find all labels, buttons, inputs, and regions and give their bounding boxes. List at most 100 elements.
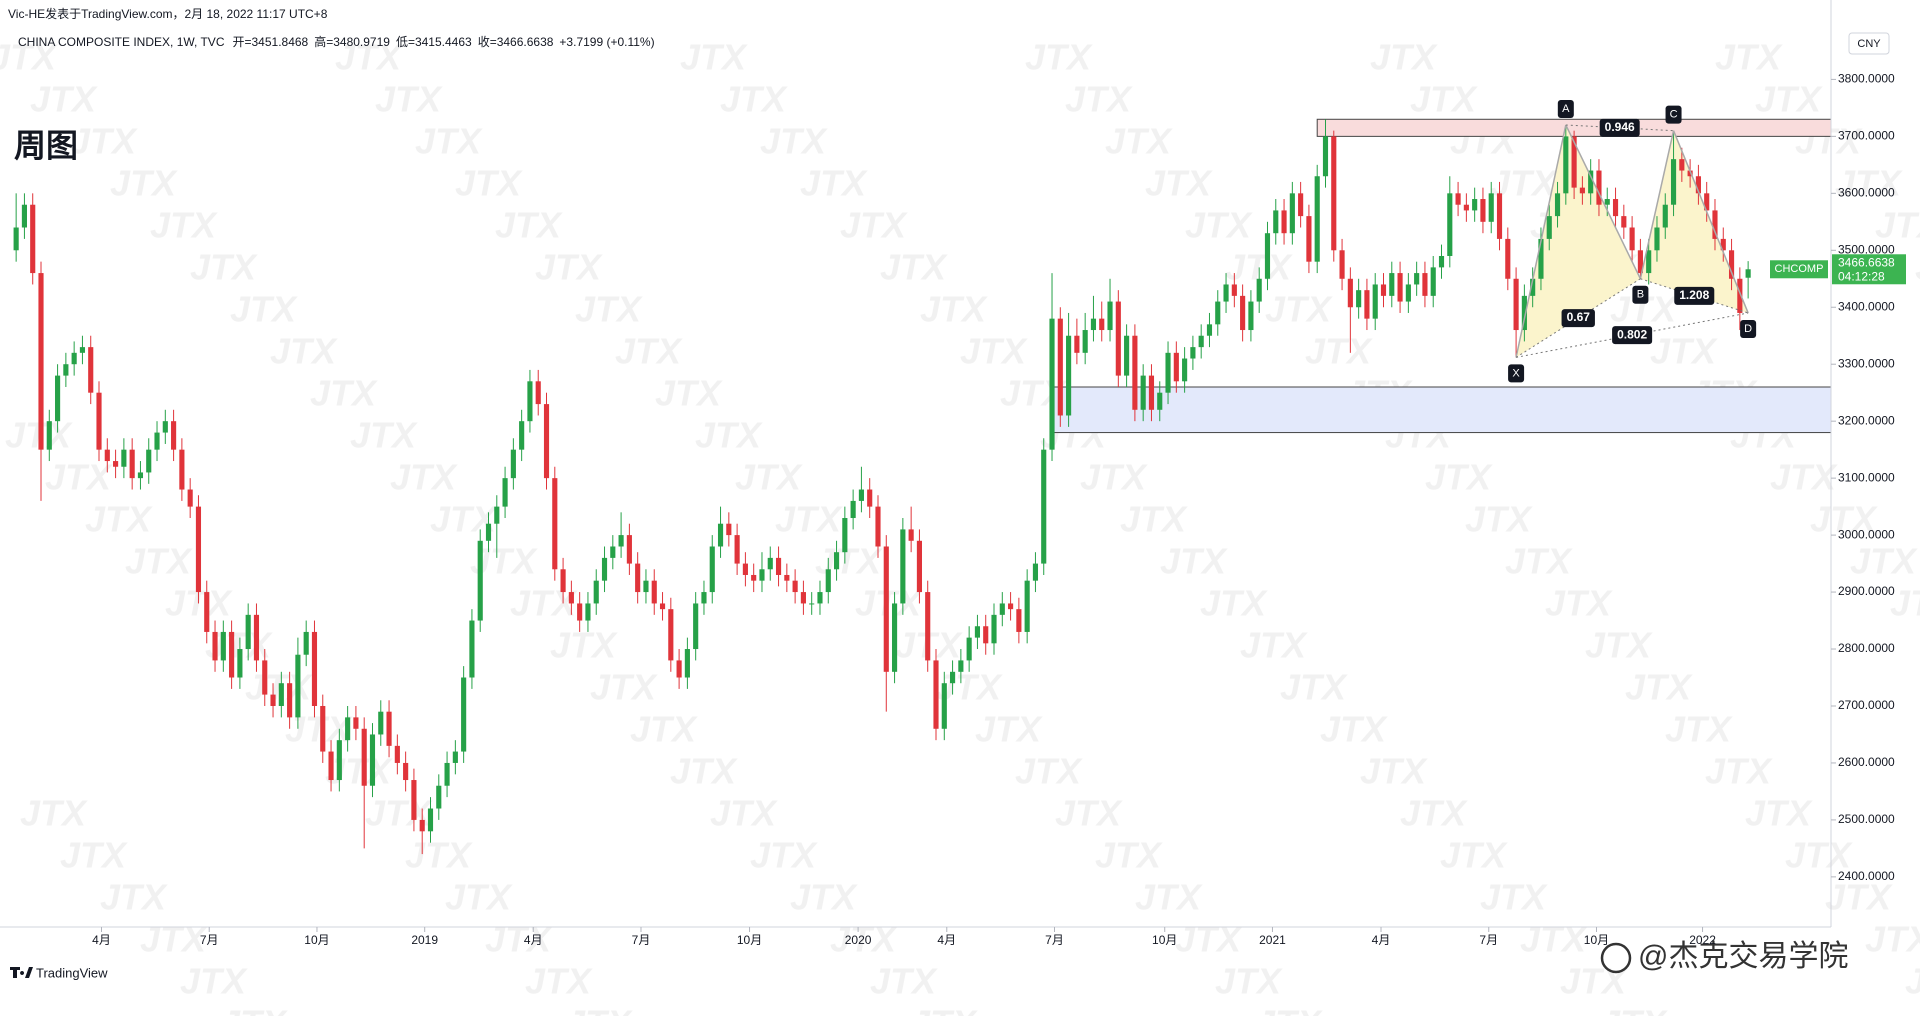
watermark: JTX bbox=[30, 79, 98, 120]
watermark: JTX bbox=[1425, 457, 1493, 498]
candle-body bbox=[1596, 170, 1602, 205]
watermark: JTX bbox=[390, 457, 458, 498]
watermark: JTX bbox=[1875, 205, 1920, 246]
y-tick-label: 3300.0000 bbox=[1838, 356, 1895, 370]
candle-body bbox=[494, 506, 500, 524]
candle-body bbox=[560, 569, 566, 593]
candle-body bbox=[842, 518, 848, 553]
candle-body bbox=[1322, 136, 1329, 177]
pattern-leg bbox=[1565, 124, 1642, 280]
candle-body bbox=[104, 449, 110, 462]
watermark: JTX bbox=[1280, 667, 1348, 708]
watermark: JTX bbox=[1865, 919, 1920, 960]
candle-body bbox=[1488, 193, 1494, 222]
candle-body bbox=[601, 557, 608, 581]
candle-body bbox=[1124, 335, 1130, 376]
credit-text: @杰克交易学院 bbox=[1638, 940, 1848, 973]
ratio-text: 0.946 bbox=[1605, 120, 1635, 134]
y-tick-label: 3700.0000 bbox=[1838, 129, 1895, 143]
candle-body bbox=[245, 614, 251, 650]
y-tick-label: 2700.0000 bbox=[1838, 698, 1895, 712]
candle-body bbox=[1057, 318, 1063, 416]
watermark: JTX bbox=[1370, 37, 1438, 78]
watermark: JTX bbox=[1135, 877, 1203, 918]
symbol-label: CHCOMP bbox=[1775, 263, 1824, 275]
candle-body bbox=[577, 603, 583, 621]
watermark: JTX bbox=[230, 289, 298, 330]
watermark: JTX bbox=[270, 331, 338, 372]
watermark: JTX bbox=[1905, 961, 1920, 1002]
watermark: JTX bbox=[455, 163, 523, 204]
y-tick-label: 2800.0000 bbox=[1838, 641, 1895, 655]
watermark: JTX bbox=[775, 499, 843, 540]
watermark: JTX bbox=[70, 121, 138, 162]
candle-body bbox=[1588, 170, 1594, 194]
candle-body bbox=[270, 694, 276, 706]
watermark: JTX bbox=[840, 205, 908, 246]
candle-body bbox=[361, 728, 367, 786]
candle-body bbox=[287, 683, 293, 718]
candle-body bbox=[1670, 159, 1677, 205]
watermark: JTX bbox=[1560, 961, 1628, 1002]
symbol-info: CHINA COMPOSITE INDEX, 1W, TVC bbox=[18, 35, 225, 49]
watermark: JTX bbox=[910, 1003, 978, 1016]
pattern-fill bbox=[1516, 124, 1641, 358]
watermark: JTX bbox=[310, 373, 378, 414]
candle-body bbox=[684, 649, 690, 678]
watermark: JTX bbox=[1080, 457, 1148, 498]
currency-box[interactable] bbox=[1848, 32, 1890, 55]
watermark: JTX bbox=[495, 205, 563, 246]
watermark: JTX bbox=[870, 961, 938, 1002]
candle-body bbox=[1298, 193, 1304, 217]
watermark: JTX bbox=[750, 835, 818, 876]
candle-body bbox=[1206, 324, 1213, 336]
x-tick-label: 7月 bbox=[632, 933, 651, 947]
candle-body bbox=[925, 592, 931, 661]
watermark: JTX bbox=[790, 877, 858, 918]
candle-body bbox=[353, 717, 359, 729]
candle-body bbox=[403, 762, 409, 781]
ohlc-value: 低=3415.4463 bbox=[396, 35, 472, 49]
candle-body bbox=[1438, 255, 1445, 268]
watermark: JTX bbox=[1185, 205, 1253, 246]
x-tick-label: 2022 bbox=[1689, 933, 1716, 947]
pattern-leg bbox=[1515, 124, 1567, 358]
candle-body bbox=[1546, 216, 1552, 239]
candle-body bbox=[1380, 284, 1387, 296]
watermark: JTX bbox=[100, 877, 168, 918]
price-label-box[interactable] bbox=[1832, 254, 1906, 285]
point-box bbox=[1508, 364, 1525, 383]
candle-body bbox=[1397, 273, 1403, 302]
watermark: JTX bbox=[405, 835, 473, 876]
candle-body bbox=[1687, 170, 1693, 177]
candle-body bbox=[693, 603, 699, 650]
watermark: JTX bbox=[1705, 751, 1773, 792]
watermark: JTX bbox=[1890, 583, 1920, 624]
currency[interactable]: CNY bbox=[1857, 38, 1881, 50]
candle-body bbox=[427, 808, 434, 832]
ratio-label: 0.802 bbox=[1612, 326, 1653, 345]
x-tick-label: 2019 bbox=[411, 933, 438, 947]
credit: @杰克交易学院 bbox=[1600, 940, 1848, 974]
candle-body bbox=[30, 204, 36, 274]
candle-body bbox=[502, 478, 508, 507]
watermark: JTX bbox=[1745, 793, 1813, 834]
candle-body bbox=[966, 637, 972, 661]
candle-body bbox=[817, 592, 823, 604]
watermark: JTX bbox=[485, 919, 553, 960]
candle-body bbox=[262, 660, 268, 695]
candle-body bbox=[933, 660, 939, 729]
candle-body bbox=[510, 449, 516, 479]
candle-body bbox=[1554, 193, 1561, 217]
watermark: JTX bbox=[1400, 793, 1468, 834]
watermark: JTX bbox=[1810, 499, 1878, 540]
x-tick-label: 10月 bbox=[304, 933, 329, 947]
candle-body bbox=[477, 540, 483, 621]
last-price: 3466.6638 bbox=[1838, 255, 1895, 269]
watermark: JTX bbox=[125, 541, 193, 582]
candle-body bbox=[162, 421, 168, 433]
symbol-label-box[interactable] bbox=[1770, 260, 1828, 279]
candle-body bbox=[983, 626, 989, 644]
candle-body bbox=[792, 580, 798, 593]
candle-body bbox=[212, 631, 218, 661]
